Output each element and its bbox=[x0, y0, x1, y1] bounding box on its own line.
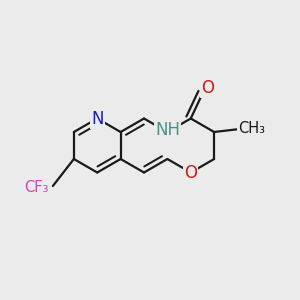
Text: CF₃: CF₃ bbox=[24, 180, 49, 195]
Text: NH: NH bbox=[155, 122, 180, 140]
Text: CH₃: CH₃ bbox=[238, 122, 265, 136]
Text: O: O bbox=[184, 164, 197, 181]
Text: N: N bbox=[91, 110, 103, 128]
Text: O: O bbox=[201, 79, 214, 97]
